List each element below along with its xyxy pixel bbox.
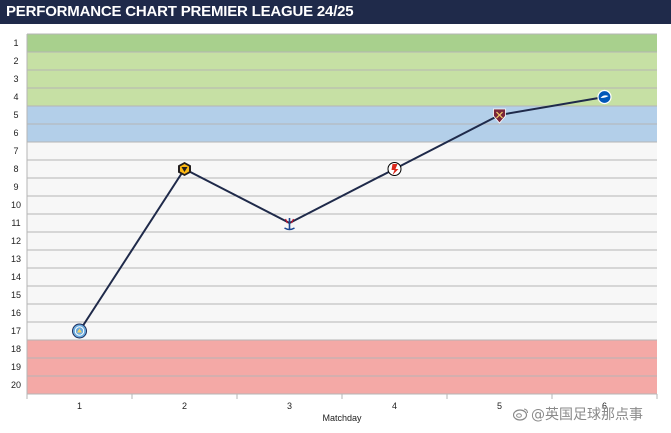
y-tick-label: 14 <box>11 272 21 282</box>
x-tick-label: 6 <box>602 401 607 411</box>
y-tick-label: 13 <box>11 254 21 264</box>
y-tick-label: 19 <box>11 362 21 372</box>
zone-band-top <box>27 34 657 52</box>
y-tick-label: 8 <box>13 164 18 174</box>
y-tick-label: 16 <box>11 308 21 318</box>
series-line <box>78 96 605 332</box>
y-tick-label: 4 <box>13 92 18 102</box>
bournemouth-crest-icon <box>387 162 402 176</box>
watermark-text: @英国足球那点事 <box>531 407 643 423</box>
y-tick-label: 9 <box>13 182 18 192</box>
x-tick-label: 4 <box>392 401 397 411</box>
x-tick-label: 5 <box>497 401 502 411</box>
palace-crest-icon <box>284 218 295 231</box>
y-tick-label: 17 <box>11 326 21 336</box>
y-tick-label: 20 <box>11 380 21 390</box>
weibo-icon <box>513 408 528 421</box>
zone-band <box>27 340 657 394</box>
x-tick-label: 2 <box>182 401 187 411</box>
x-tick-label: 3 <box>287 401 292 411</box>
chart-title: PERFORMANCE CHART PREMIER LEAGUE 24/25 <box>6 3 354 20</box>
westham-crest-icon <box>493 108 506 124</box>
x-tick-label: 1 <box>77 401 82 411</box>
y-tick-label: 11 <box>11 218 20 228</box>
y-tick-label: 12 <box>11 236 21 246</box>
city-crest-icon <box>72 323 87 339</box>
y-tick-label: 7 <box>13 146 18 156</box>
y-tick-label: 6 <box>13 128 18 138</box>
x-axis-label: Matchday <box>322 413 362 423</box>
header-bar: PERFORMANCE CHART PREMIER LEAGUE 24/25 <box>0 0 671 24</box>
y-tick-label: 18 <box>11 344 21 354</box>
y-tick-label: 5 <box>13 110 18 120</box>
watermark: @英国足球那点事 <box>513 404 643 424</box>
y-tick-label: 10 <box>11 200 21 210</box>
y-tick-label: 1 <box>13 38 18 48</box>
brighton-crest-icon <box>597 89 612 105</box>
y-tick-label: 2 <box>13 56 18 66</box>
y-tick-label: 3 <box>13 74 18 84</box>
y-tick-label: 15 <box>11 290 21 300</box>
wolves-crest-icon <box>178 162 191 176</box>
